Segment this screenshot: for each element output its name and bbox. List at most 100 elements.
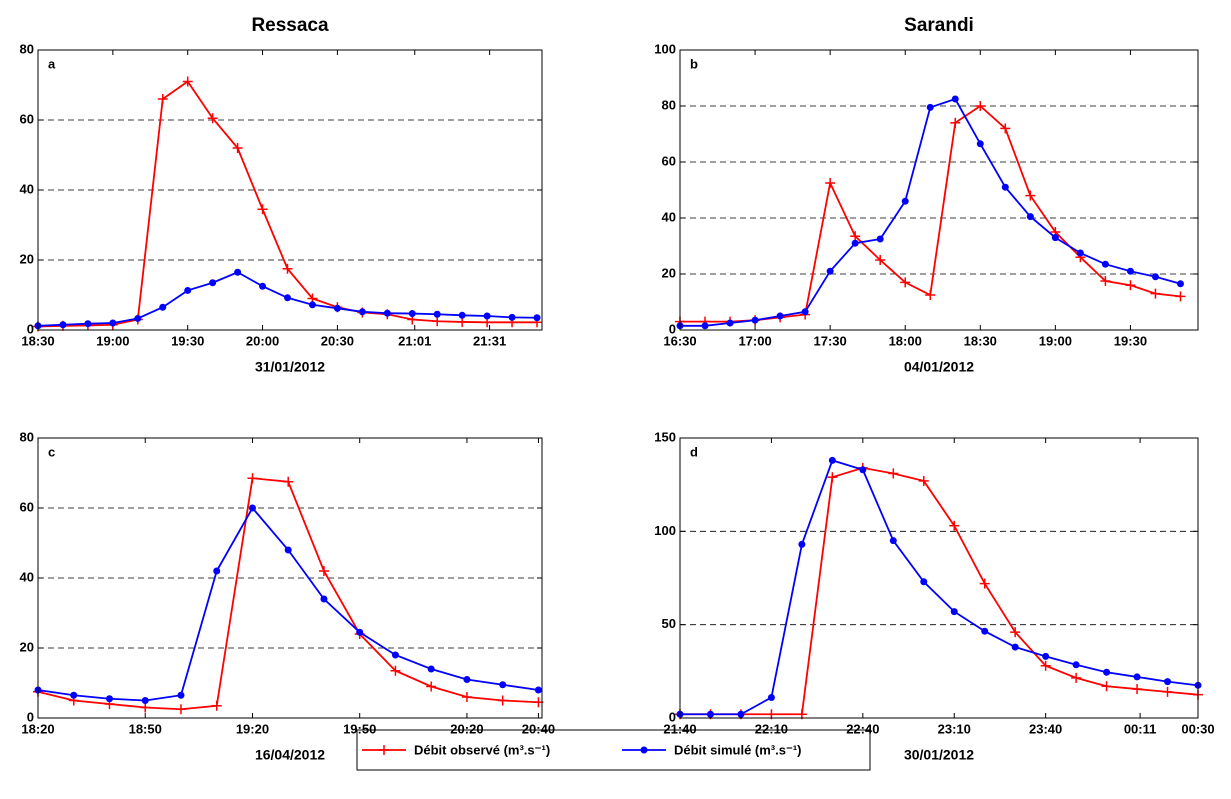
y-tick-label: 0 xyxy=(27,321,34,336)
marker-dot xyxy=(209,279,217,287)
panel-label: b xyxy=(690,56,698,71)
marker-plus xyxy=(1162,686,1173,697)
marker-plus xyxy=(461,692,472,702)
marker-dot xyxy=(141,697,149,704)
x-tick-label: 23:40 xyxy=(1029,721,1062,736)
x-tick-label: 19:50 xyxy=(343,721,376,736)
marker-dot xyxy=(1151,273,1159,281)
chart-title: Ressaca xyxy=(251,15,329,36)
marker-dot xyxy=(320,595,328,603)
plot-area xyxy=(680,50,1198,330)
x-axis-label: 16/04/2012 xyxy=(255,747,325,763)
marker-plus xyxy=(207,113,218,124)
marker-dot xyxy=(876,235,884,243)
marker-dot xyxy=(533,314,541,322)
marker-plus xyxy=(211,700,222,711)
y-tick-label: 40 xyxy=(662,209,676,224)
marker-plus xyxy=(918,475,929,486)
marker-dot xyxy=(284,294,292,302)
y-tick-label: 20 xyxy=(20,251,34,266)
marker-dot xyxy=(248,504,256,512)
marker-dot xyxy=(901,197,909,205)
chart-title: Sarandi xyxy=(904,15,974,36)
legend-label: Débit observé (m³.s⁻¹) xyxy=(414,742,550,757)
marker-dot xyxy=(358,308,366,316)
marker-dot xyxy=(356,628,364,636)
y-tick-label: 0 xyxy=(669,709,676,724)
marker-plus xyxy=(900,277,911,288)
y-tick-label: 60 xyxy=(20,111,34,126)
marker-plus xyxy=(282,263,293,274)
y-tick-label: 60 xyxy=(20,499,34,514)
marker-dot xyxy=(767,693,775,701)
x-tick-label: 19:30 xyxy=(171,333,204,348)
marker-dot xyxy=(259,282,267,290)
marker-plus xyxy=(318,566,329,576)
marker-dot xyxy=(534,686,542,694)
marker-plus xyxy=(426,681,437,692)
marker-dot xyxy=(859,466,867,474)
panel-label: d xyxy=(690,444,698,459)
marker-dot xyxy=(333,304,341,312)
marker-dot xyxy=(59,321,67,329)
marker-dot xyxy=(826,267,834,275)
marker-dot xyxy=(284,546,292,554)
marker-plus xyxy=(182,76,193,87)
marker-plus xyxy=(850,231,861,242)
marker-dot xyxy=(508,313,516,321)
x-tick-label: 20:30 xyxy=(321,333,354,348)
marker-dot xyxy=(234,268,242,276)
marker-dot xyxy=(706,710,714,718)
legend-label: Débit simulé (m³.s⁻¹) xyxy=(674,742,802,757)
marker-dot xyxy=(828,456,836,464)
x-tick-label: 21:40 xyxy=(663,721,696,736)
marker-dot xyxy=(391,651,399,659)
marker-plus xyxy=(1071,672,1082,683)
marker-dot xyxy=(1076,249,1084,257)
marker-dot xyxy=(159,303,167,311)
marker-plus xyxy=(888,468,899,479)
marker-dot xyxy=(1001,183,1009,191)
marker-plus xyxy=(175,704,186,715)
y-tick-label: 80 xyxy=(20,41,34,56)
marker-dot xyxy=(1126,267,1134,275)
x-axis-label: 31/01/2012 xyxy=(255,359,325,375)
marker-plus xyxy=(257,204,268,215)
marker-dot xyxy=(981,627,989,635)
marker-plus xyxy=(979,578,990,589)
marker-dot xyxy=(851,239,859,247)
marker-plus xyxy=(283,476,294,487)
marker-dot xyxy=(84,320,92,328)
x-tick-label: 16:30 xyxy=(663,333,696,348)
marker-plus xyxy=(1010,627,1021,638)
x-tick-label: 22:40 xyxy=(846,721,879,736)
series-line xyxy=(680,459,1199,716)
marker-dot xyxy=(951,95,959,103)
y-tick-label: 80 xyxy=(20,429,34,444)
marker-dot xyxy=(1164,678,1172,686)
marker-plus xyxy=(157,94,168,104)
x-tick-label: 17:30 xyxy=(814,333,847,348)
marker-dot xyxy=(1176,280,1184,288)
marker-plus xyxy=(390,665,401,676)
y-tick-label: 40 xyxy=(20,569,34,584)
marker-plus xyxy=(1132,684,1143,695)
marker-plus xyxy=(1025,190,1036,201)
marker-plus xyxy=(432,316,443,327)
marker-plus xyxy=(925,290,936,300)
marker-dot xyxy=(458,311,466,319)
marker-plus xyxy=(1040,660,1051,671)
y-tick-label: 50 xyxy=(662,616,676,631)
axes-frame xyxy=(679,437,1199,719)
x-tick-label: 18:50 xyxy=(129,721,162,736)
marker-dot xyxy=(499,681,507,689)
marker-dot xyxy=(433,310,441,318)
x-tick-label: 21:01 xyxy=(398,333,431,348)
axes-frame xyxy=(679,49,1199,331)
marker-dot xyxy=(798,540,806,548)
marker-plus xyxy=(949,520,960,531)
marker-dot xyxy=(1042,652,1050,660)
series-line xyxy=(680,466,1199,716)
marker-dot xyxy=(950,608,958,616)
marker-dot xyxy=(308,301,316,309)
